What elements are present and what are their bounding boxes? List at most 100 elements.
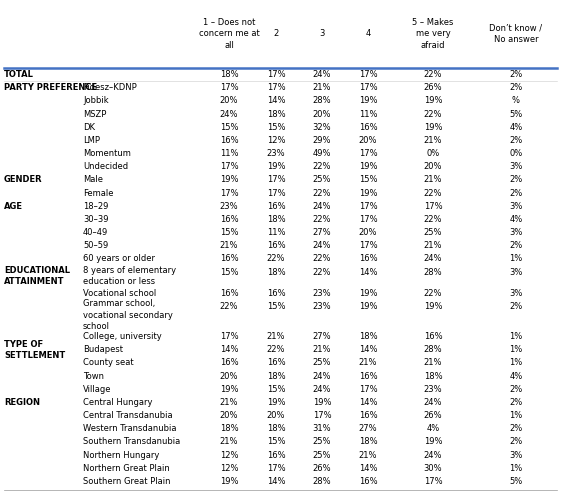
Text: 16%: 16% xyxy=(220,289,238,298)
Text: 16%: 16% xyxy=(358,411,378,420)
Text: 17%: 17% xyxy=(220,83,238,92)
Text: 4%: 4% xyxy=(509,215,523,224)
Text: 15%: 15% xyxy=(266,385,285,394)
Text: 17%: 17% xyxy=(266,176,286,185)
Text: 2%: 2% xyxy=(509,83,523,92)
Text: 22%: 22% xyxy=(312,162,331,171)
Text: 21%: 21% xyxy=(266,332,285,341)
Text: 0%: 0% xyxy=(426,149,440,158)
Text: 4: 4 xyxy=(365,29,371,39)
Text: 23%: 23% xyxy=(220,202,238,211)
Text: 22%: 22% xyxy=(266,254,285,263)
Text: 30–39: 30–39 xyxy=(83,215,108,224)
Text: 19%: 19% xyxy=(424,96,442,106)
Text: 17%: 17% xyxy=(358,149,378,158)
Text: 24%: 24% xyxy=(312,202,331,211)
Text: 16%: 16% xyxy=(266,242,286,250)
Text: 19%: 19% xyxy=(358,96,377,106)
Text: 15%: 15% xyxy=(358,176,377,185)
Text: 21%: 21% xyxy=(220,437,238,446)
Text: 20%: 20% xyxy=(358,136,377,145)
Text: 18%: 18% xyxy=(266,268,286,277)
Text: 18%: 18% xyxy=(220,70,238,79)
Text: 12%: 12% xyxy=(220,450,238,460)
Text: 21%: 21% xyxy=(220,242,238,250)
Text: Grammar school,
vocational secondary
school: Grammar school, vocational secondary sch… xyxy=(83,300,173,331)
Text: Northern Great Plain: Northern Great Plain xyxy=(83,464,170,473)
Text: TYPE OF
SETTLEMENT: TYPE OF SETTLEMENT xyxy=(4,340,65,360)
Text: Female: Female xyxy=(83,188,113,197)
Text: Village: Village xyxy=(83,385,112,394)
Text: 22%: 22% xyxy=(312,254,331,263)
Text: 28%: 28% xyxy=(312,96,332,106)
Text: 17%: 17% xyxy=(266,83,286,92)
Text: 1%: 1% xyxy=(509,332,523,341)
Text: 23%: 23% xyxy=(424,385,442,394)
Text: 21%: 21% xyxy=(424,359,442,368)
Text: 2%: 2% xyxy=(509,136,523,145)
Text: 5%: 5% xyxy=(509,477,523,486)
Text: 15%: 15% xyxy=(266,437,285,446)
Text: 16%: 16% xyxy=(220,136,238,145)
Text: 19%: 19% xyxy=(358,162,377,171)
Text: 2%: 2% xyxy=(509,70,523,79)
Text: 18%: 18% xyxy=(266,424,286,433)
Text: 14%: 14% xyxy=(358,345,377,354)
Text: 16%: 16% xyxy=(358,254,378,263)
Text: GENDER: GENDER xyxy=(4,176,43,185)
Text: 5%: 5% xyxy=(509,110,523,119)
Text: 22%: 22% xyxy=(266,345,285,354)
Text: 22%: 22% xyxy=(312,268,331,277)
Text: Don’t know /
No answer: Don’t know / No answer xyxy=(489,24,542,44)
Text: 20%: 20% xyxy=(220,372,238,380)
Text: 22%: 22% xyxy=(312,215,331,224)
Text: 19%: 19% xyxy=(312,398,331,407)
Text: 18%: 18% xyxy=(220,424,238,433)
Text: Budapest: Budapest xyxy=(83,345,123,354)
Text: Northern Hungary: Northern Hungary xyxy=(83,450,159,460)
Text: 2%: 2% xyxy=(509,188,523,197)
Text: 4%: 4% xyxy=(509,123,523,132)
Text: 29%: 29% xyxy=(312,136,331,145)
Text: Vocational school: Vocational school xyxy=(83,289,157,298)
Text: 18%: 18% xyxy=(358,332,378,341)
Text: Fidesz–KDNP: Fidesz–KDNP xyxy=(83,83,137,92)
Text: 17%: 17% xyxy=(220,188,238,197)
Text: 21%: 21% xyxy=(312,83,331,92)
Text: %: % xyxy=(512,96,520,106)
Text: 20%: 20% xyxy=(424,162,442,171)
Text: 16%: 16% xyxy=(358,372,378,380)
Text: 23%: 23% xyxy=(312,289,332,298)
Text: 16%: 16% xyxy=(358,477,378,486)
Text: 27%: 27% xyxy=(312,332,332,341)
Text: 2%: 2% xyxy=(509,437,523,446)
Text: Undecided: Undecided xyxy=(83,162,128,171)
Text: TOTAL: TOTAL xyxy=(4,70,34,79)
Text: 27%: 27% xyxy=(312,228,332,237)
Text: 20%: 20% xyxy=(220,411,238,420)
Text: 18%: 18% xyxy=(266,215,286,224)
Text: 17%: 17% xyxy=(358,83,378,92)
Text: 25%: 25% xyxy=(312,450,331,460)
Text: 24%: 24% xyxy=(312,372,331,380)
Text: 32%: 32% xyxy=(312,123,332,132)
Text: 4%: 4% xyxy=(509,372,523,380)
Text: 2%: 2% xyxy=(509,242,523,250)
Text: 1%: 1% xyxy=(509,254,523,263)
Text: 2: 2 xyxy=(273,29,279,39)
Text: 49%: 49% xyxy=(312,149,331,158)
Text: 19%: 19% xyxy=(424,302,442,311)
Text: 17%: 17% xyxy=(220,162,238,171)
Text: 22%: 22% xyxy=(220,302,238,311)
Text: 17%: 17% xyxy=(266,464,286,473)
Text: 18%: 18% xyxy=(358,437,378,446)
Text: 27%: 27% xyxy=(358,424,378,433)
Text: Male: Male xyxy=(83,176,103,185)
Text: 19%: 19% xyxy=(358,289,377,298)
Text: 14%: 14% xyxy=(266,477,285,486)
Text: 30%: 30% xyxy=(424,464,442,473)
Text: 16%: 16% xyxy=(220,215,238,224)
Text: 50–59: 50–59 xyxy=(83,242,108,250)
Text: 3: 3 xyxy=(319,29,325,39)
Text: 15%: 15% xyxy=(266,123,285,132)
